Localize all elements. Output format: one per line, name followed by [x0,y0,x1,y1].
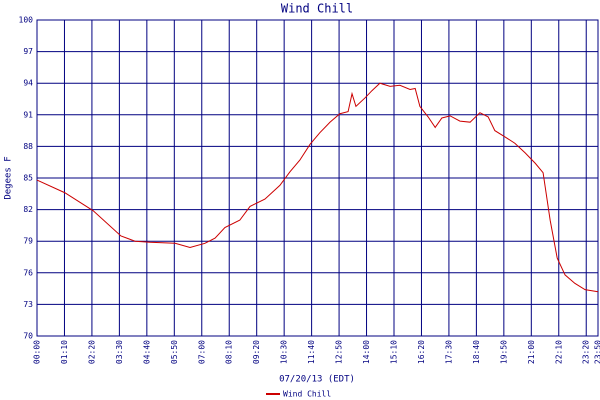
series-line [36,82,599,293]
x-tick-label: 04:40 [142,340,151,364]
x-tick-label: 19:50 [499,340,508,364]
x-tick-label: 09:20 [252,340,261,364]
legend-label: Wind Chill [283,390,331,399]
x-tick-label: 14:00 [362,340,371,364]
x-tick-label: 15:10 [390,340,399,364]
y-tick-label: 70 [23,332,33,341]
y-tick-label: 94 [23,79,33,88]
x-axis-label: 07/20/13 (EDT) [279,375,355,385]
x-tick-label: 18:40 [472,340,481,364]
y-tick-label: 100 [19,16,34,25]
x-tick-label: 03:30 [115,340,124,364]
y-tick-label: 85 [23,174,33,183]
y-tick-label: 88 [23,142,33,151]
x-tick-label: 05:50 [170,340,179,364]
x-tick-label: 00:00 [33,340,42,364]
x-tick-label: 16:20 [417,340,426,364]
x-tick-label: 17:30 [444,340,453,364]
x-tick-label: 07:00 [197,340,206,364]
x-tick-label: 12:50 [335,340,344,364]
x-tick-label: 01:10 [60,340,69,364]
y-tick-label: 82 [23,205,33,214]
x-tick-label: 23:50 [594,340,600,364]
x-tick-label: 10:30 [280,340,289,364]
y-tick-label: 79 [23,237,33,246]
x-tick-label: 08:10 [225,340,234,364]
x-tick-label: 21:00 [527,340,536,364]
y-tick-label: 76 [23,268,33,277]
x-tick-label: 02:20 [87,340,96,364]
x-tick-label: 22:10 [554,340,563,364]
y-tick-label: 73 [23,300,33,309]
y-axis-label: Degees F [4,156,14,199]
chart-title: Wind Chill [281,2,353,16]
y-tick-label: 97 [23,47,33,56]
y-tick-label: 91 [23,110,33,119]
x-tick-label: 23:20 [582,340,591,364]
x-tick-label: 11:40 [307,340,316,364]
